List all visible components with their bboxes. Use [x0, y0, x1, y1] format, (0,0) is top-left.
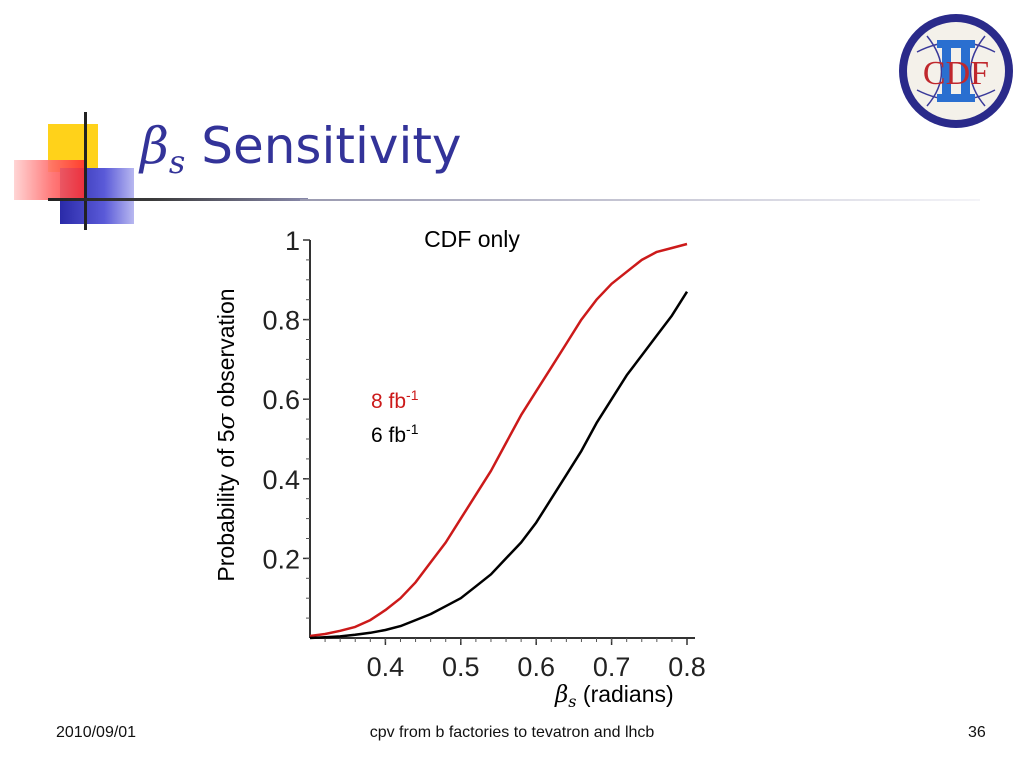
x-tick-label: 0.5: [442, 652, 480, 682]
title-text: Sensitivity: [185, 117, 462, 175]
decor-title-rule-dark: [48, 198, 308, 201]
y-tick-label: 0.8: [262, 306, 300, 336]
chart-title: CDF only: [424, 226, 520, 252]
cdf-logo: CDF: [897, 12, 1015, 130]
legend-entry-name: 8 fb: [371, 390, 406, 413]
footer-title: cpv from b factories to tevatron and lhc…: [369, 724, 655, 741]
x-tick-label: 0.4: [367, 652, 405, 682]
x-tick-label: 0.8: [668, 652, 706, 682]
series-line-8fb: [309, 242, 688, 638]
sensitivity-chart: 0.4 0.5 0.6 0.7 0.8 0.2 0.4 0.6 0.8 1 CDF only 8 fb…: [200, 220, 720, 710]
x-tick-label: 0.6: [517, 652, 555, 682]
x-label-beta: β: [554, 682, 568, 708]
legend-entry-6fb: 6 fb-1: [371, 421, 419, 447]
y-tick-label: 0.2: [262, 544, 300, 574]
footer-page-number: 36: [968, 724, 986, 741]
x-tick-label: 0.7: [593, 652, 631, 682]
title-beta-symbol: β: [140, 117, 169, 175]
legend-entry-8fb: 8 fb-1: [371, 387, 419, 413]
y-axis-label: Probability of 5σ observation: [213, 288, 240, 581]
y-label-suffix: observation: [213, 288, 239, 413]
legend-entry-name: 6 fb: [371, 424, 406, 447]
series-line-6fb: [309, 291, 689, 640]
y-tick-label: 1: [285, 226, 300, 256]
legend-entry-superscript: -1: [406, 387, 419, 403]
logo-cdf-text: CDF: [923, 55, 989, 92]
y-tick-label: 0.6: [262, 385, 300, 415]
legend-entry-superscript: -1: [406, 421, 419, 437]
footer-date: 2010/09/01: [56, 724, 137, 741]
y-tick-label: 0.4: [262, 465, 300, 495]
title-subscript: s: [168, 143, 186, 181]
x-axis-label: βs (radians): [554, 681, 674, 710]
decor-vertical-line: [84, 112, 87, 230]
y-label-prefix: Probability of 5: [213, 429, 239, 581]
x-label-subscript: s: [568, 692, 576, 710]
x-label-text: (radians): [577, 681, 674, 707]
y-label-sigma: σ: [214, 412, 240, 429]
decor-red-square: [14, 160, 84, 200]
slide-title: βs Sensitivity: [140, 116, 462, 181]
decor-title-rule-light: [300, 199, 980, 201]
